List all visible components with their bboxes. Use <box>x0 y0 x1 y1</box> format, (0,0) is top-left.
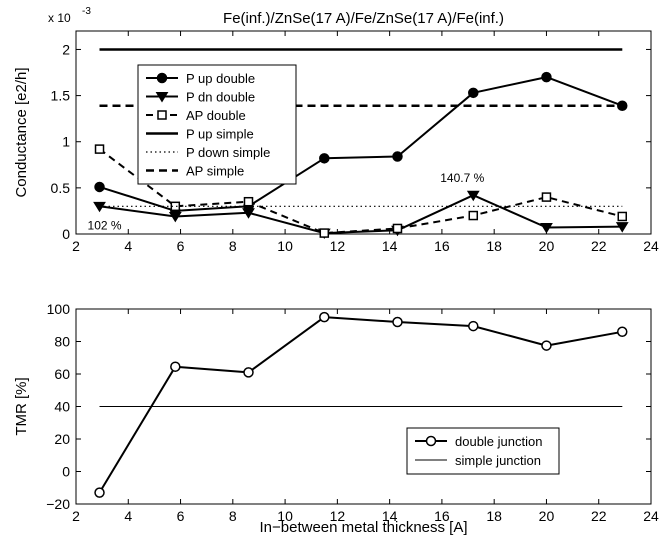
data-point <box>94 181 105 193</box>
y-tick-label: 2 <box>62 41 70 57</box>
x-tick-label: 24 <box>643 508 659 524</box>
y-tick-label: 80 <box>54 334 70 350</box>
x-tick-label: 8 <box>229 508 237 524</box>
y-axis-label: TMR [%] <box>13 377 30 435</box>
data-point <box>242 208 255 219</box>
data-point <box>94 144 105 154</box>
legend-box <box>406 427 560 475</box>
exponent-power: -3 <box>82 6 91 17</box>
x-tick-label: 4 <box>124 238 132 254</box>
x-tick-label: 18 <box>486 508 502 524</box>
data-point <box>168 211 182 223</box>
legend-marker <box>155 92 169 103</box>
x-tick-label: 8 <box>229 238 237 254</box>
y-tick-label: 0 <box>62 464 70 480</box>
plot-frame <box>75 30 652 235</box>
x-tick-label: 12 <box>330 238 346 254</box>
data-point <box>243 367 254 378</box>
x-tick-label: 2 <box>72 508 80 524</box>
x-tick-label: 2 <box>72 238 80 254</box>
y-tick-label: 1 <box>62 134 70 150</box>
legend-marker <box>156 72 168 84</box>
data-point <box>468 87 479 99</box>
x-tick-label: 22 <box>591 508 607 524</box>
x-tick-label: 12 <box>330 508 346 524</box>
data-point <box>319 311 330 323</box>
data-point <box>319 153 330 164</box>
x-tick-label: 14 <box>382 238 398 254</box>
annotation: 102 % <box>88 218 122 232</box>
x-tick-label: 20 <box>539 238 555 254</box>
series-line-0 <box>98 316 623 494</box>
data-point <box>392 223 403 234</box>
data-point <box>243 196 254 207</box>
data-point <box>615 222 629 233</box>
x-tick-label: 20 <box>539 508 555 524</box>
y-tick-label: 0.5 <box>51 180 71 196</box>
legend-marker <box>425 435 437 447</box>
x-tick-label: 6 <box>177 238 185 254</box>
chart-title: Fe(inf.)/ZnSe(17 A)/Fe/ZnSe(17 A)/Fe(inf… <box>223 10 504 27</box>
data-point <box>617 211 627 222</box>
data-point <box>468 320 479 332</box>
annotation: 140.7 % <box>440 171 484 185</box>
legend-label: P up double <box>186 71 255 86</box>
y-tick-label: 60 <box>54 366 70 382</box>
series-line-1 <box>99 194 623 235</box>
data-point <box>541 192 552 202</box>
y-axis-label: Conductance [e2/h] <box>13 67 30 197</box>
x-tick-label: 18 <box>486 238 502 254</box>
x-tick-label: 16 <box>434 508 450 524</box>
data-point <box>541 71 552 83</box>
data-point <box>392 151 403 162</box>
legend-label: double junction <box>455 434 542 449</box>
legend-label: AP simple <box>186 164 244 179</box>
x-tick-label: 24 <box>643 238 659 254</box>
y-tick-label: 100 <box>47 301 71 317</box>
x-axis-label: In−between metal thickness [A] <box>259 519 467 536</box>
legend-label: simple junction <box>455 453 541 468</box>
data-point <box>319 228 330 238</box>
legend-marker <box>157 110 167 120</box>
y-tick-label: 40 <box>54 399 70 415</box>
x-tick-label: 10 <box>277 238 293 254</box>
y-tick-label: −20 <box>46 496 70 512</box>
data-point <box>94 487 105 498</box>
x-tick-label: 4 <box>124 508 132 524</box>
x-tick-label: 14 <box>382 508 398 524</box>
data-point <box>466 190 480 202</box>
data-point <box>617 326 628 337</box>
exponent-label: x 10 <box>48 11 71 25</box>
data-point <box>540 223 553 234</box>
series-line-0 <box>99 76 623 212</box>
data-point <box>392 316 403 328</box>
data-point <box>468 210 479 221</box>
x-tick-label: 16 <box>434 238 450 254</box>
x-tick-label: 22 <box>591 238 607 254</box>
data-point <box>170 361 181 372</box>
legend-label: P up simple <box>186 127 254 142</box>
data-point <box>170 201 181 212</box>
y-tick-label: 20 <box>54 431 70 447</box>
x-tick-label: 10 <box>277 508 293 524</box>
x-tick-label: 6 <box>177 508 185 524</box>
legend-label: P dn double <box>186 90 255 105</box>
y-tick-label: 1.5 <box>51 88 71 104</box>
y-tick-label: 0 <box>62 226 70 242</box>
legend-box <box>137 64 297 185</box>
data-point <box>541 340 552 351</box>
legend-label: P down simple <box>186 145 270 160</box>
legend-label: AP double <box>186 108 246 123</box>
